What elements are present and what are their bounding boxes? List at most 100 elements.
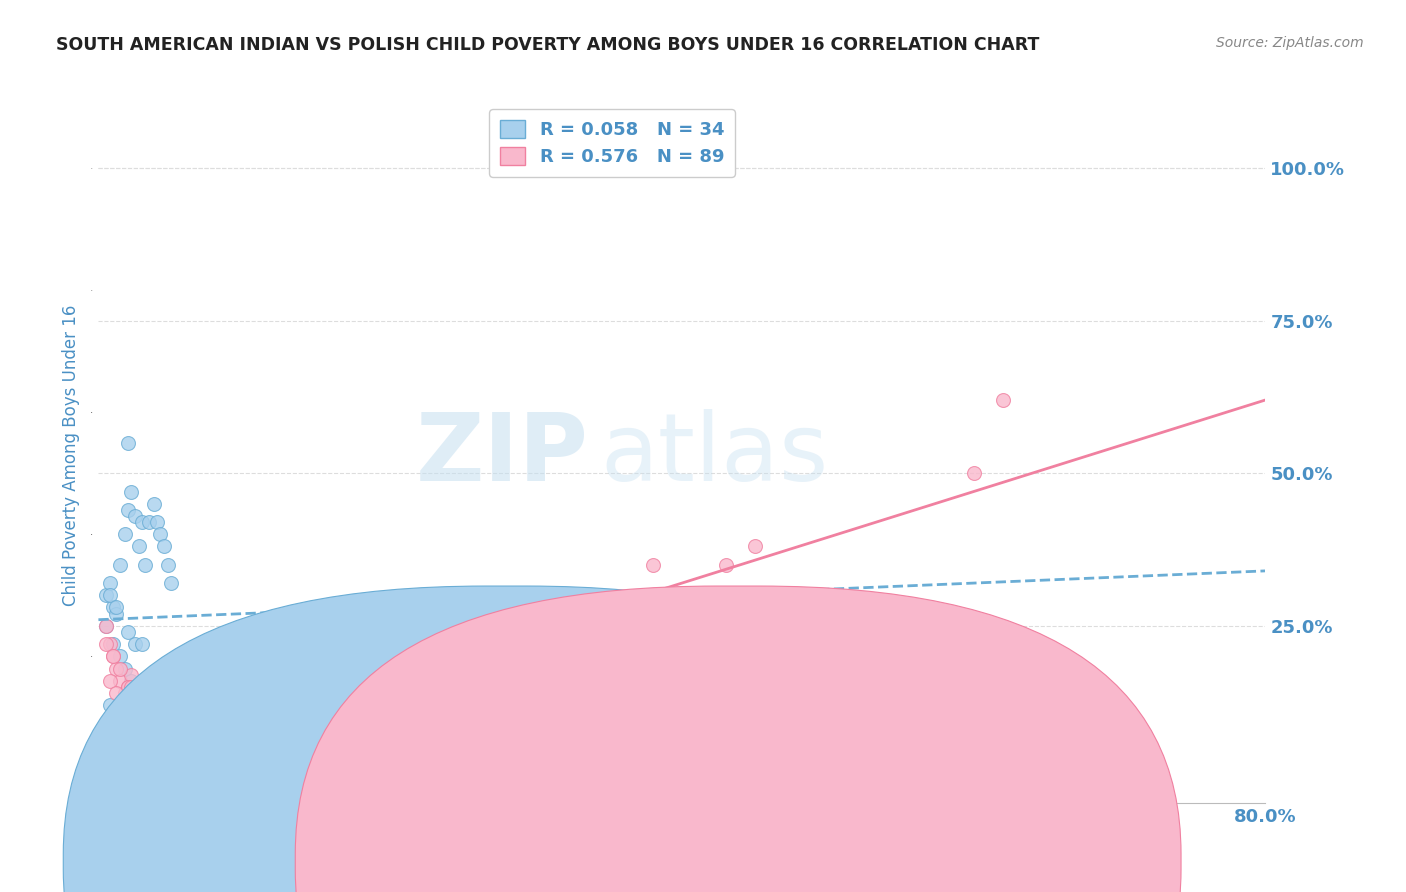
Text: Source: ZipAtlas.com: Source: ZipAtlas.com xyxy=(1216,36,1364,50)
Point xyxy=(467,649,489,664)
Point xyxy=(134,558,156,572)
Point xyxy=(128,698,150,713)
Point xyxy=(128,540,150,554)
Point xyxy=(131,515,153,529)
Point xyxy=(138,692,160,706)
Point xyxy=(714,558,737,572)
Point xyxy=(174,692,197,706)
Point xyxy=(117,503,139,517)
Point xyxy=(641,558,664,572)
Text: Poles: Poles xyxy=(766,847,808,865)
Point xyxy=(110,710,132,724)
Point xyxy=(149,692,172,706)
Point xyxy=(104,686,127,700)
Point xyxy=(598,613,620,627)
Point xyxy=(131,686,153,700)
Point xyxy=(247,673,270,688)
Point xyxy=(583,600,606,615)
Point xyxy=(142,497,165,511)
Point xyxy=(101,637,124,651)
Point xyxy=(211,680,233,694)
Point xyxy=(124,637,146,651)
Point xyxy=(142,704,165,718)
Point xyxy=(510,637,533,651)
Point xyxy=(124,508,146,523)
Point xyxy=(568,637,591,651)
Point xyxy=(142,698,165,713)
Point xyxy=(174,704,197,718)
Point xyxy=(991,392,1014,407)
Point xyxy=(157,704,180,718)
Point xyxy=(138,692,160,706)
Point xyxy=(163,710,186,724)
Point xyxy=(153,540,176,554)
Point xyxy=(277,667,299,681)
Point xyxy=(262,661,284,675)
Point xyxy=(101,649,124,664)
Point xyxy=(321,637,343,651)
Point xyxy=(117,680,139,694)
Point xyxy=(94,619,117,633)
Point xyxy=(104,607,127,621)
Point xyxy=(110,649,132,664)
Point xyxy=(110,673,132,688)
Point xyxy=(218,686,240,700)
Point xyxy=(160,692,183,706)
Point xyxy=(101,649,124,664)
Point xyxy=(157,558,180,572)
Point xyxy=(98,673,121,688)
Point xyxy=(124,686,146,700)
Point xyxy=(174,698,197,713)
Point xyxy=(98,576,121,591)
Point xyxy=(120,673,142,688)
Point xyxy=(364,637,387,651)
Point xyxy=(110,661,132,675)
Point xyxy=(149,698,172,713)
Point xyxy=(190,698,212,713)
Text: SOUTH AMERICAN INDIAN VS POLISH CHILD POVERTY AMONG BOYS UNDER 16 CORRELATION CH: SOUTH AMERICAN INDIAN VS POLISH CHILD PO… xyxy=(56,36,1039,54)
Point xyxy=(233,686,256,700)
Point xyxy=(524,600,547,615)
Point xyxy=(190,710,212,724)
Point xyxy=(120,667,142,681)
Y-axis label: Child Poverty Among Boys Under 16: Child Poverty Among Boys Under 16 xyxy=(62,304,80,606)
Point xyxy=(612,649,634,664)
Point xyxy=(380,649,402,664)
Point xyxy=(98,637,121,651)
Point xyxy=(496,624,519,639)
Point xyxy=(226,698,249,713)
Point xyxy=(350,661,373,675)
Point xyxy=(124,692,146,706)
Point xyxy=(149,527,172,541)
Point xyxy=(408,649,430,664)
Point xyxy=(160,576,183,591)
Point xyxy=(157,698,180,713)
Point xyxy=(700,619,723,633)
Point xyxy=(117,624,139,639)
Point xyxy=(131,637,153,651)
Point xyxy=(394,637,416,651)
Point xyxy=(291,656,314,670)
Point xyxy=(120,484,142,499)
Point xyxy=(671,600,693,615)
Point xyxy=(110,558,132,572)
Point xyxy=(181,692,204,706)
Point xyxy=(114,686,136,700)
Point xyxy=(104,600,127,615)
Point xyxy=(197,686,219,700)
Text: ZIP: ZIP xyxy=(416,409,589,501)
Point xyxy=(153,710,176,724)
Point xyxy=(98,698,121,713)
Point xyxy=(94,637,117,651)
Point xyxy=(138,515,160,529)
Point xyxy=(101,723,124,737)
Point xyxy=(481,637,503,651)
Point xyxy=(307,649,329,664)
Point xyxy=(335,649,357,664)
Point xyxy=(134,704,156,718)
Point xyxy=(146,686,169,700)
Point xyxy=(114,527,136,541)
Text: atlas: atlas xyxy=(600,409,828,501)
Point xyxy=(204,692,226,706)
Point xyxy=(117,435,139,450)
